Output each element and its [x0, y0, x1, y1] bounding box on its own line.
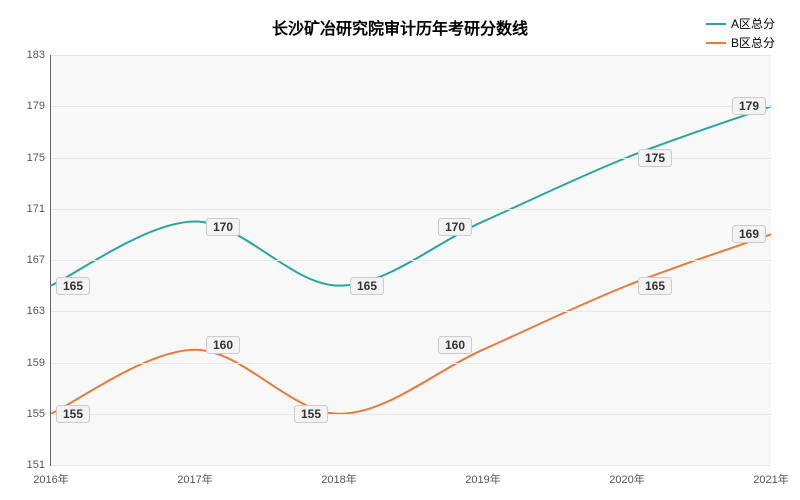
y-tick-label: 155	[27, 408, 51, 420]
legend-item-a: A区总分	[706, 15, 775, 32]
data-label: 165	[350, 277, 384, 295]
grid-line	[51, 311, 771, 312]
x-tick-label: 2020年	[609, 465, 644, 487]
legend-item-b: B区总分	[706, 34, 775, 51]
x-tick-label: 2016年	[33, 465, 68, 487]
plot-area: 1511551591631671711751791832016年2017年201…	[50, 55, 771, 466]
y-tick-label: 167	[27, 254, 51, 266]
legend-swatch-b	[706, 42, 726, 44]
y-tick-label: 183	[27, 49, 51, 61]
grid-line	[51, 465, 771, 466]
x-tick-label: 2018年	[321, 465, 356, 487]
y-tick-label: 159	[27, 357, 51, 369]
data-label: 155	[294, 405, 328, 423]
data-label: 165	[56, 277, 90, 295]
grid-line	[51, 55, 771, 56]
legend: A区总分 B区总分	[706, 15, 775, 53]
data-label: 175	[638, 149, 672, 167]
data-label: 165	[638, 277, 672, 295]
grid-line	[51, 363, 771, 364]
chart-container: 长沙矿冶研究院审计历年考研分数线 A区总分 B区总分 1511551591631…	[0, 0, 800, 500]
series-line	[51, 106, 771, 285]
y-tick-label: 175	[27, 152, 51, 164]
y-tick-label: 163	[27, 305, 51, 317]
x-tick-label: 2021年	[753, 465, 788, 487]
grid-line	[51, 209, 771, 210]
data-label: 169	[732, 225, 766, 243]
grid-line	[51, 106, 771, 107]
grid-line	[51, 260, 771, 261]
x-tick-label: 2017年	[177, 465, 212, 487]
grid-line	[51, 414, 771, 415]
x-tick-label: 2019年	[465, 465, 500, 487]
data-label: 160	[206, 336, 240, 354]
legend-label-b: B区总分	[731, 34, 775, 51]
chart-title: 长沙矿冶研究院审计历年考研分数线	[0, 15, 800, 39]
data-label: 170	[438, 218, 472, 236]
legend-swatch-a	[706, 23, 726, 25]
data-label: 170	[206, 218, 240, 236]
data-label: 160	[438, 336, 472, 354]
data-label: 179	[732, 97, 766, 115]
data-label: 155	[56, 405, 90, 423]
y-tick-label: 179	[27, 100, 51, 112]
y-tick-label: 171	[27, 203, 51, 215]
legend-label-a: A区总分	[731, 15, 775, 32]
